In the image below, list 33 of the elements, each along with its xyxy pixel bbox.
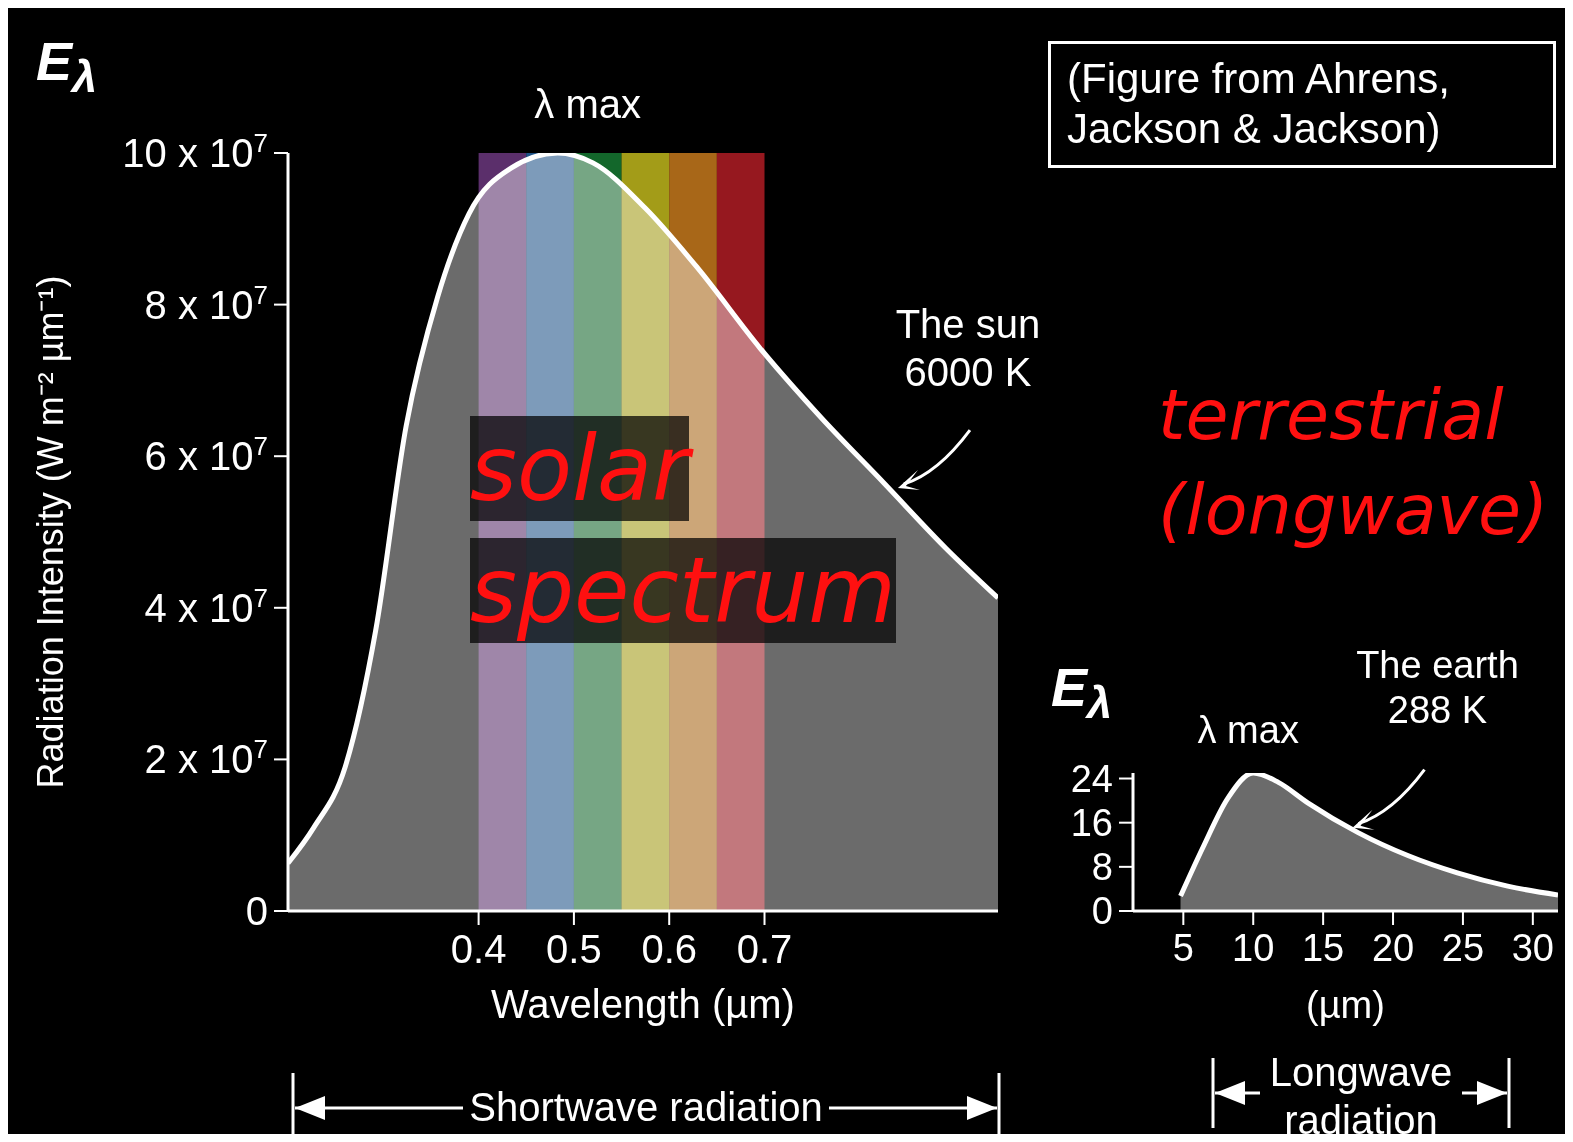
text: terrestrial (longwave) — [1158, 374, 1549, 551]
x-tick-label: 10 — [1232, 927, 1275, 970]
x-tick-label: 15 — [1301, 927, 1345, 970]
y-tick-label: 0 — [1091, 890, 1113, 933]
text: Longwave radiation — [1268, 1049, 1454, 1136]
annotation: λ max — [1197, 709, 1299, 751]
text: E$_{λ}$ — [36, 30, 98, 103]
x-tick-label: 0.6 — [641, 927, 698, 971]
y-tick-label: 8 x 10$^{7}$ — [144, 279, 268, 327]
text: (Figure from Ahrens, Jackson & Jackson) — [1048, 41, 1556, 168]
y-tick-label: 8 — [1091, 846, 1113, 889]
x-tick-label: 20 — [1371, 927, 1415, 970]
x-tick-label: 0.7 — [736, 927, 793, 971]
y-axis-title: Radiation Intensity (W m⁻² µm⁻¹) — [29, 275, 71, 789]
y-tick-label: 16 — [1070, 801, 1113, 844]
annotation: λ max — [534, 82, 642, 126]
annotation: The earth 288 K — [1356, 643, 1519, 732]
x-tick-label: 25 — [1441, 927, 1485, 970]
text: E$_{λ}$ — [1051, 656, 1113, 729]
y-tick-label: 2 x 10$^{7}$ — [144, 734, 268, 782]
y-tick-label: 24 — [1070, 757, 1113, 800]
x-tick-label: 0.5 — [546, 927, 602, 971]
y-tick-label: 6 x 10$^{7}$ — [144, 431, 268, 479]
y-tick-label: 10 x 10$^{7}$ — [122, 128, 268, 175]
text: Shortwave radiation — [463, 1085, 829, 1130]
annotation: The sun 6000 K — [895, 302, 1041, 395]
y-tick-label: 0 — [245, 889, 268, 933]
x-tick-label: 5 — [1172, 927, 1194, 970]
x-tick-label: 30 — [1511, 927, 1554, 970]
x-tick-label: 0.4 — [450, 927, 507, 971]
x-axis-title: (µm) — [1306, 984, 1385, 1026]
y-tick-label: 4 x 10$^{7}$ — [144, 582, 268, 630]
x-axis-title: Wavelength (µm) — [491, 982, 795, 1026]
